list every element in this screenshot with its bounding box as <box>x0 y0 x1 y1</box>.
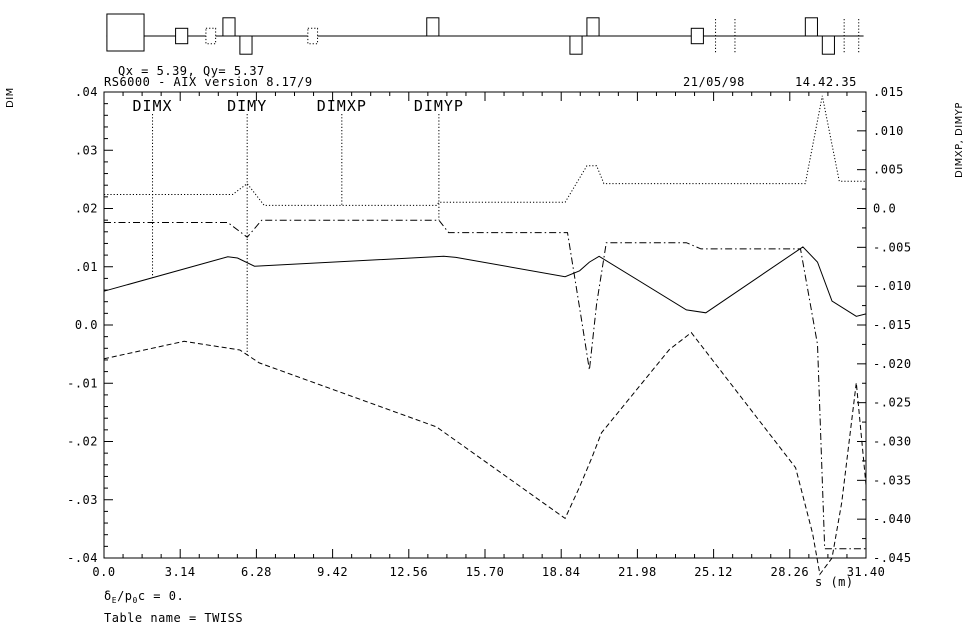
series-dimyp <box>104 219 866 550</box>
x-tick-label: 0.0 <box>92 565 115 579</box>
series-dimx <box>103 246 867 317</box>
date-label: 21/05/98 <box>683 75 745 89</box>
x-tick-label: 3.14 <box>165 565 196 579</box>
series-dimxp <box>104 95 866 206</box>
series-lines <box>103 95 867 576</box>
series-dimy <box>103 331 867 576</box>
x-tick-label: 21.98 <box>618 565 657 579</box>
lattice-element <box>239 35 253 55</box>
y-tick-label: -.03 <box>67 493 98 507</box>
version-label: RS6000 - AIX version 8.17/9 <box>104 75 313 89</box>
x-tick-label: 28.26 <box>770 565 809 579</box>
y-right-tick-label: -.010 <box>873 279 912 293</box>
y-right-tick-label: -.035 <box>873 473 912 487</box>
y-axis-label-right: DIMXP, DIMYP <box>954 102 965 178</box>
lattice-element <box>222 17 236 37</box>
lattice-layout <box>106 13 864 55</box>
y-axis-label-left: DIM <box>5 87 16 108</box>
y-right-tick-label: -.015 <box>873 318 912 332</box>
y-right-tick-label: .005 <box>873 163 904 177</box>
y-tick-label: .03 <box>75 143 98 157</box>
y-tick-label: .01 <box>75 260 98 274</box>
y-right-tick-label: .010 <box>873 124 904 138</box>
lattice-element <box>426 17 440 37</box>
legend-markers: DIMX DIMY DIMXP DIMYP <box>132 97 463 355</box>
legend-label-dimyp: DIMYP <box>414 97 464 115</box>
delta-sub-e: E <box>112 596 117 605</box>
y-tick-label: .02 <box>75 202 98 216</box>
delta-symbol: δ <box>104 589 112 603</box>
time-label: 14.42.35 <box>795 75 857 89</box>
y-right-tick-label: -.045 <box>873 551 912 565</box>
delta-sub-0: 0 <box>133 596 138 605</box>
lattice-element <box>106 13 145 52</box>
y-right-tick-label: -.025 <box>873 396 912 410</box>
y-tick-label: -.01 <box>67 376 98 390</box>
x-axis: 0.0 3.14 6.28 9.42 12.56 15.70 18.84 21.98 25.12… <box>92 92 885 579</box>
delta-footnote: δE/p0c = 0. <box>104 589 184 605</box>
lattice-element <box>804 17 818 37</box>
y-right-tick-label: 0.0 <box>873 202 896 216</box>
lattice-element <box>821 35 835 55</box>
plot-frame <box>103 91 867 559</box>
x-tick-label: 12.56 <box>389 565 428 579</box>
y-tick-label: -.04 <box>67 551 98 565</box>
table-name-label: Table name = TWISS <box>104 611 243 625</box>
legend-label-dimxp: DIMXP <box>317 97 367 115</box>
lattice-element <box>205 27 217 45</box>
x-tick-label: 18.84 <box>542 565 581 579</box>
svg-text:δE/p0c = 0.: δE/p0c = 0. <box>104 589 184 605</box>
legend-label-dimx: DIMX <box>132 97 172 115</box>
legend-label-dimy: DIMY <box>227 97 267 115</box>
x-axis-label: s (m) <box>815 575 854 589</box>
lattice-element <box>690 27 704 45</box>
y-tick-label: .04 <box>75 85 98 99</box>
y-right-tick-label: -.030 <box>873 435 912 449</box>
y-right-tick-label: .015 <box>873 85 904 99</box>
tunes-label: Qx = 5.39, Qy= 5.37 <box>118 64 265 78</box>
y-right-tick-label: -.020 <box>873 357 912 371</box>
lattice-element <box>586 17 600 37</box>
y-right-tick-label: -.005 <box>873 240 912 254</box>
delta-slash: /p <box>117 589 132 603</box>
y-axis-left: .04 .03 .02 .01 0.0 -.01 -.02 -.03 -.04 <box>67 85 113 565</box>
x-tick-label: 6.28 <box>241 565 272 579</box>
lattice-element <box>569 35 583 55</box>
x-tick-label: 25.12 <box>694 565 733 579</box>
x-tick-label: 9.42 <box>317 565 348 579</box>
y-axis-right: .015 .010 .005 0.0 -.005 -.010 -.015 -.020 -.025… <box>857 85 912 565</box>
lattice-element <box>307 27 319 45</box>
y-right-tick-label: -.040 <box>873 512 912 526</box>
delta-rest: c = 0. <box>138 589 184 603</box>
y-tick-label: -.02 <box>67 435 98 449</box>
y-tick-label: 0.0 <box>75 318 98 332</box>
x-tick-label: 31.40 <box>847 565 886 579</box>
x-tick-label: 15.70 <box>466 565 505 579</box>
lattice-element <box>175 27 189 45</box>
plot-border <box>103 91 867 559</box>
